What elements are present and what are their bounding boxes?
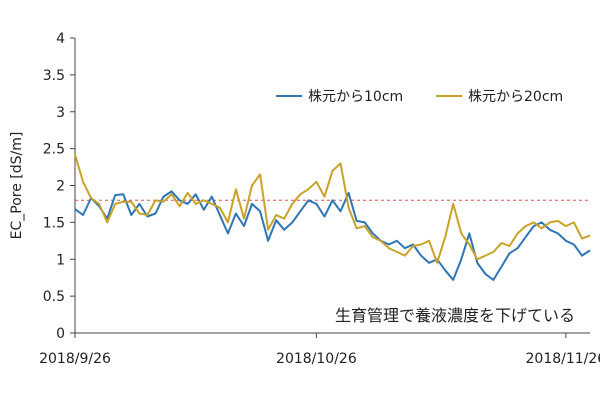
x-tick-labels: 2018/9/26 2018/10/26 2018/11/26 — [39, 333, 600, 367]
y-axis-label: EC_Pore [dS/m] — [9, 132, 25, 240]
y-tick-label: 3.5 — [43, 68, 65, 84]
x-tick-label: 2018/11/26 — [526, 351, 600, 367]
y-tick-label: 1 — [56, 252, 65, 268]
annotation-text: 生育管理で養液濃度を下げている — [335, 306, 575, 325]
y-tick-label: 2.5 — [43, 142, 65, 158]
series-lines — [74, 154, 591, 281]
y-tick-label: 4 — [56, 31, 65, 47]
legend-label-20cm: 株元から20cm — [468, 89, 563, 105]
series-line-20cm — [74, 154, 591, 264]
x-tick-label: 2018/9/26 — [39, 351, 111, 367]
y-tick-labels: 0 0.5 1 1.5 2 2.5 3 3.5 4 — [43, 31, 75, 342]
y-tick-label: 3 — [56, 105, 65, 121]
axes — [74, 38, 590, 334]
y-tick-label: 0.5 — [43, 289, 65, 305]
x-tick-label: 2018/10/26 — [276, 351, 357, 367]
legend: 株元から10cm 株元から20cm — [276, 89, 563, 105]
legend-label-10cm: 株元から10cm — [308, 89, 403, 105]
y-tick-label: 0 — [56, 326, 65, 342]
y-tick-label: 2 — [56, 179, 65, 195]
y-tick-label: 1.5 — [43, 215, 65, 231]
